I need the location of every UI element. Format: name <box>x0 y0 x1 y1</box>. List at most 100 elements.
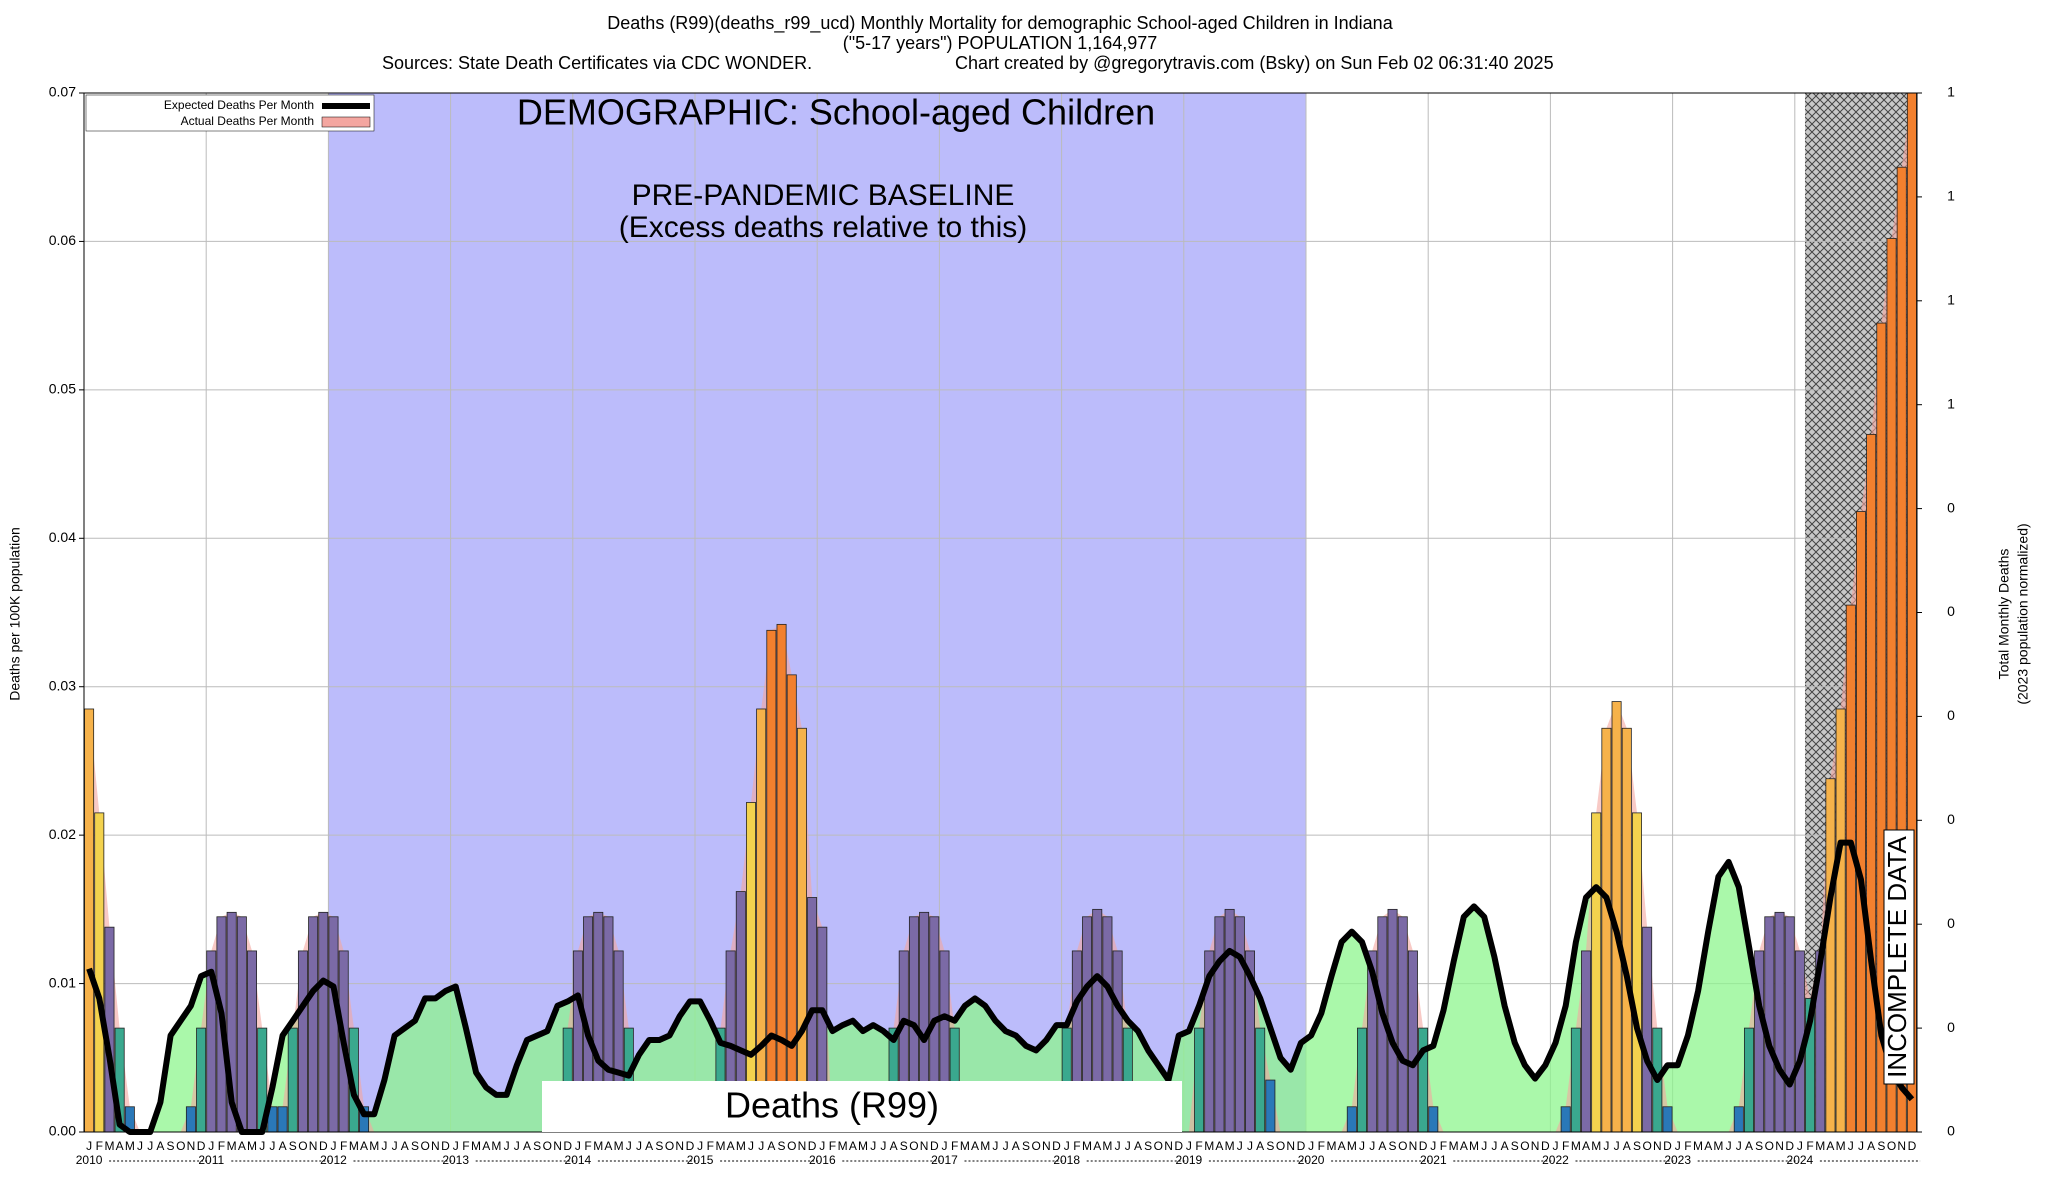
x-tick-label: O <box>1154 1139 1163 1153</box>
x-tick-label: D <box>197 1139 206 1153</box>
bar <box>1733 1106 1744 1133</box>
bar <box>756 708 767 1133</box>
chart-title: Deaths (R99)(deaths_r99_ucd) Monthly Mor… <box>607 13 1393 34</box>
x-tick-label: N <box>187 1139 196 1153</box>
bar <box>1428 1106 1439 1133</box>
bar <box>1866 433 1877 1133</box>
x-tick-label: M <box>1469 1139 1479 1153</box>
x-tick-label: N <box>1409 1139 1418 1153</box>
bar <box>185 1106 196 1133</box>
bar <box>236 916 247 1133</box>
x-tick-label: J <box>1675 1139 1681 1153</box>
x-tick-label: M <box>1326 1139 1336 1153</box>
cause-box <box>542 1081 1182 1132</box>
x-tick-label: M <box>1102 1139 1112 1153</box>
x-tick-label: D <box>1908 1139 1917 1153</box>
x-tick-label: A <box>604 1139 612 1153</box>
x-tick-label: J <box>1003 1139 1009 1153</box>
bar <box>1346 1106 1357 1133</box>
bar <box>1418 1027 1429 1133</box>
y2-axis-label: Total Monthly Deaths <box>1996 549 2012 680</box>
y2-tick-label: 1 <box>1947 84 1955 100</box>
x-tick-label: S <box>1389 1139 1397 1153</box>
x-tick-label: A <box>1501 1139 1509 1153</box>
x-tick-label: M <box>715 1139 725 1153</box>
x-tick-label: S <box>1877 1139 1885 1153</box>
x-tick-label: N <box>431 1139 440 1153</box>
y2-tick-label: 1 <box>1947 188 1955 204</box>
x-tick-label: J <box>758 1139 764 1153</box>
x-tick-label: J <box>1481 1139 1487 1153</box>
x-tick-label: F <box>462 1139 469 1153</box>
bar <box>247 950 258 1133</box>
x-tick-label: M <box>247 1139 257 1153</box>
bar <box>1591 812 1602 1133</box>
expected-line <box>86 839 1915 1135</box>
x-tick-label: M <box>593 1139 603 1153</box>
y-axis-label: Deaths per 100K population <box>7 527 23 701</box>
bar <box>277 1106 288 1133</box>
x-tick-label: D <box>1785 1139 1794 1153</box>
y2-tick-label: 0 <box>1947 811 1955 827</box>
bar <box>786 674 797 1133</box>
year-label: 2022 <box>1542 1153 1569 1167</box>
x-tick-label: A <box>1704 1139 1712 1153</box>
x-tick-label: A <box>401 1139 409 1153</box>
x-tick-label: S <box>1511 1139 1519 1153</box>
x-tick-label: J <box>381 1139 387 1153</box>
x-tick-label: A <box>1012 1139 1020 1153</box>
x-tick-label: A <box>727 1139 735 1153</box>
x-tick-label: M <box>1449 1139 1459 1153</box>
x-tick-label: A <box>1256 1139 1264 1153</box>
bar <box>308 916 319 1133</box>
incomplete-box <box>1883 829 1915 1085</box>
x-tick-label: S <box>289 1139 297 1153</box>
bar <box>1642 926 1653 1133</box>
legend-label: Expected Deaths Per Month <box>164 98 314 112</box>
y-tick-label: 0.07 <box>49 84 76 100</box>
bar <box>1397 916 1408 1133</box>
x-tick-label: J <box>992 1139 998 1153</box>
x-tick-label: J <box>1552 1139 1558 1153</box>
x-tick-label: J <box>1726 1139 1732 1153</box>
source: Sources: State Death Certificates via CD… <box>382 53 812 73</box>
x-tick-label: J <box>1603 1139 1609 1153</box>
x-tick-label: O <box>1765 1139 1774 1153</box>
x-tick-label: D <box>1052 1139 1061 1153</box>
x-tick-label: O <box>665 1139 674 1153</box>
bar <box>1265 1079 1276 1133</box>
x-tick-label: F <box>1195 1139 1202 1153</box>
y2-tick-label: 0 <box>1947 499 1955 515</box>
year-label: 2023 <box>1664 1153 1691 1167</box>
x-tick-label: N <box>553 1139 562 1153</box>
x-tick-label: J <box>1308 1139 1314 1153</box>
bar <box>328 916 339 1133</box>
x-tick-label: M <box>1571 1139 1581 1153</box>
legend-swatch <box>321 116 371 128</box>
bar <box>1601 727 1612 1133</box>
x-tick-label: N <box>920 1139 929 1153</box>
x-tick-label: J <box>392 1139 398 1153</box>
x-tick-label: J <box>748 1139 754 1153</box>
x-tick-label: J <box>1359 1139 1365 1153</box>
bar <box>1560 1106 1571 1133</box>
x-tick-label: J <box>1369 1139 1375 1153</box>
x-tick-label: A <box>1867 1139 1875 1153</box>
x-tick-label: A <box>156 1139 164 1153</box>
x-tick-label: D <box>686 1139 695 1153</box>
x-tick-label: S <box>1266 1139 1274 1153</box>
x-tick-label: N <box>1042 1139 1051 1153</box>
bar <box>84 708 95 1133</box>
x-tick-label: D <box>1541 1139 1550 1153</box>
x-tick-label: M <box>471 1139 481 1153</box>
y2-tick-label: 0 <box>1947 707 1955 723</box>
bar <box>1407 950 1418 1133</box>
x-tick-label: N <box>1531 1139 1540 1153</box>
x-tick-label: M <box>1591 1139 1601 1153</box>
x-tick-label: A <box>279 1139 287 1153</box>
credit: Chart created by @gregorytravis.com (Bsk… <box>955 53 1554 73</box>
x-tick-label: A <box>1745 1139 1753 1153</box>
x-tick-label: J <box>1614 1139 1620 1153</box>
y-tick-label: 0.06 <box>49 232 76 248</box>
y-tick-label: 0.05 <box>49 381 76 397</box>
